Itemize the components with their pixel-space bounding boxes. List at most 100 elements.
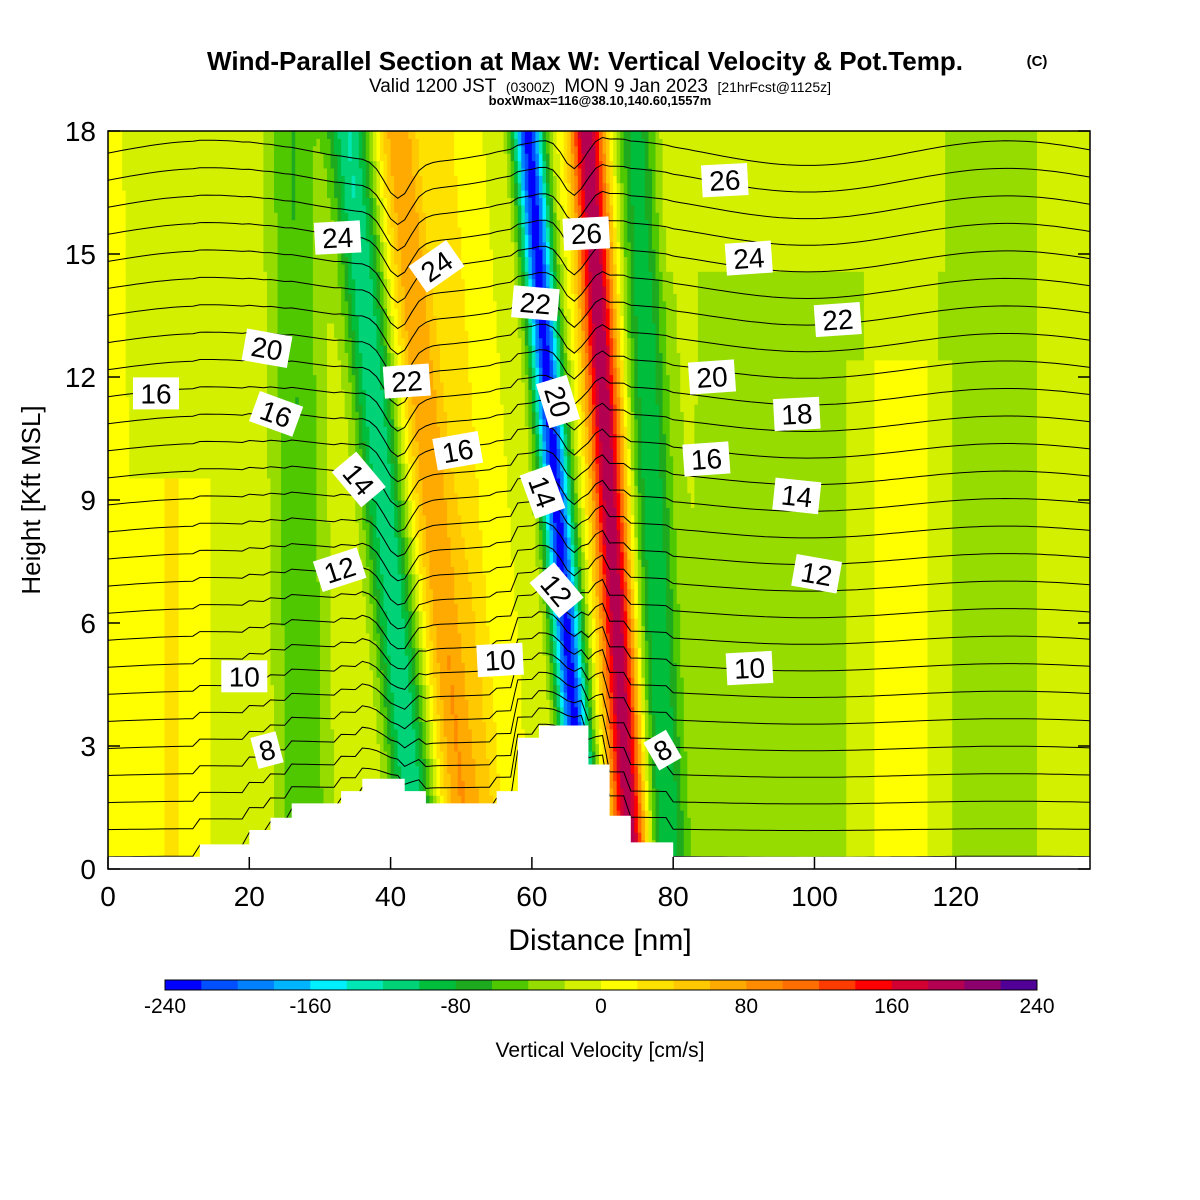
- w-cell: [150, 470, 154, 478]
- w-cell: [186, 655, 190, 663]
- w-cell: [172, 242, 176, 250]
- w-cell: [246, 367, 250, 375]
- w-cell: [242, 183, 246, 191]
- w-cell: [119, 242, 123, 250]
- w-cell: [119, 264, 123, 272]
- w-cell: [115, 839, 119, 847]
- w-cell: [140, 758, 144, 766]
- w-cell: [119, 345, 123, 353]
- w-cell: [246, 153, 250, 161]
- w-cell: [119, 707, 123, 715]
- w-cell: [133, 153, 137, 161]
- w-cell: [267, 803, 271, 811]
- w-cell: [150, 419, 154, 427]
- w-cell: [182, 515, 186, 523]
- w-cell: [168, 677, 172, 685]
- w-cell: [129, 220, 133, 228]
- w-cell: [147, 212, 151, 220]
- w-cell: [133, 345, 137, 353]
- w-cell: [196, 825, 200, 833]
- w-cell: [235, 773, 239, 781]
- w-cell: [232, 618, 236, 626]
- w-cell: [175, 249, 179, 257]
- w-cell: [263, 161, 267, 169]
- w-cell: [147, 677, 151, 685]
- w-cell: [172, 271, 176, 279]
- w-cell: [196, 500, 200, 508]
- w-cell: [165, 530, 169, 538]
- w-cell: [242, 751, 246, 759]
- w-cell: [214, 456, 218, 464]
- w-cell: [256, 648, 260, 656]
- w-cell: [133, 286, 137, 294]
- w-cell: [203, 375, 207, 383]
- w-cell: [249, 131, 253, 139]
- w-cell: [189, 456, 193, 464]
- w-cell: [119, 153, 123, 161]
- w-cell: [179, 670, 183, 678]
- w-cell: [112, 434, 116, 442]
- w-cell: [119, 670, 123, 678]
- w-cell: [228, 640, 232, 648]
- w-cell: [242, 404, 246, 412]
- w-cell: [172, 360, 176, 368]
- w-cell: [126, 426, 130, 434]
- w-cell: [154, 485, 158, 493]
- w-cell: [168, 286, 172, 294]
- w-cell: [214, 788, 218, 796]
- w-cell: [150, 707, 154, 715]
- w-cell: [115, 817, 119, 825]
- w-cell: [196, 227, 200, 235]
- w-cell: [157, 729, 161, 737]
- w-cell: [246, 618, 250, 626]
- w-cell: [256, 293, 260, 301]
- w-cell: [182, 729, 186, 737]
- w-cell: [196, 448, 200, 456]
- w-cell: [150, 817, 154, 825]
- w-cell: [157, 242, 161, 250]
- w-cell: [228, 367, 232, 375]
- w-cell: [203, 153, 207, 161]
- w-cell: [218, 308, 222, 316]
- w-cell: [129, 677, 133, 685]
- w-cell: [161, 227, 165, 235]
- w-cell: [189, 677, 193, 685]
- w-cell: [147, 530, 151, 538]
- w-cell: [157, 478, 161, 486]
- w-cell: [221, 773, 225, 781]
- w-cell: [186, 249, 190, 257]
- w-cell: [203, 279, 207, 287]
- w-cell: [136, 205, 140, 213]
- w-cell: [140, 456, 144, 464]
- w-cell: [157, 190, 161, 198]
- w-cell: [278, 795, 282, 803]
- w-cell: [210, 670, 214, 678]
- w-cell: [207, 441, 211, 449]
- w-cell: [172, 131, 176, 139]
- w-cell: [129, 161, 133, 169]
- w-cell: [221, 426, 225, 434]
- w-cell: [175, 795, 179, 803]
- w-cell: [210, 389, 214, 397]
- w-cell: [232, 633, 236, 641]
- w-cell: [168, 699, 172, 707]
- w-cell: [122, 161, 126, 169]
- w-cell: [122, 308, 126, 316]
- w-cell: [168, 589, 172, 597]
- w-cell: [186, 264, 190, 272]
- w-cell: [274, 530, 278, 538]
- w-cell: [175, 648, 179, 656]
- w-cell: [136, 751, 140, 759]
- w-cell: [214, 323, 218, 331]
- w-cell: [175, 205, 179, 213]
- w-cell: [179, 618, 183, 626]
- w-cell: [203, 264, 207, 272]
- w-cell: [119, 766, 123, 774]
- w-cell: [246, 301, 250, 309]
- w-cell: [218, 633, 222, 641]
- w-cell: [235, 618, 239, 626]
- w-cell: [119, 168, 123, 176]
- w-cell: [278, 729, 282, 737]
- w-cell: [193, 618, 197, 626]
- w-cell: [249, 242, 253, 250]
